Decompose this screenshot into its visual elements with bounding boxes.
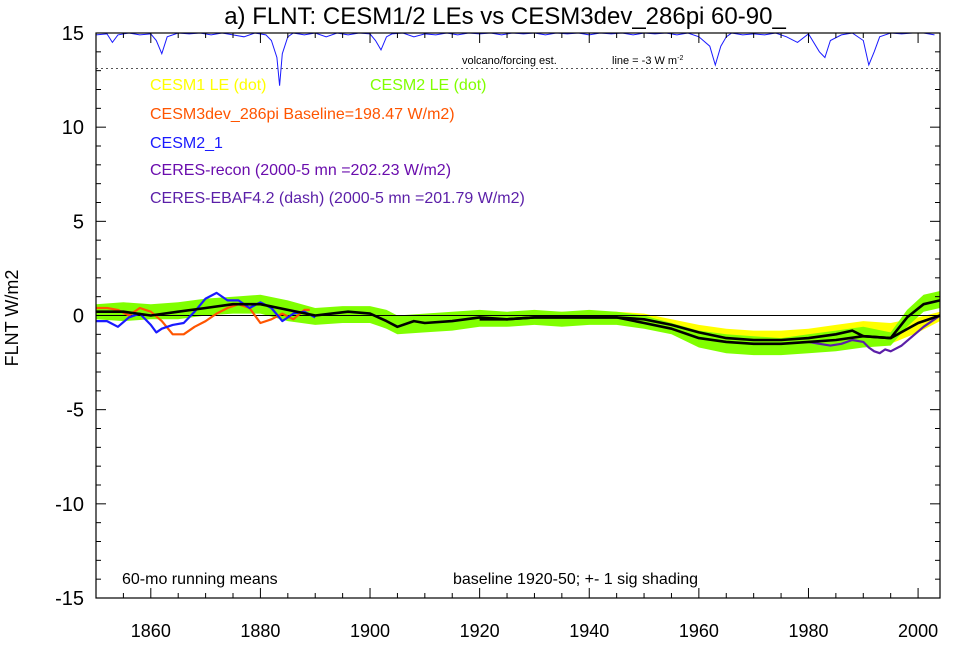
baseline-note: baseline 1920-50; +- 1 sig shading <box>453 571 698 588</box>
axes-layer: 1860 1880 1900 1920 1940 1960 1980 2000 -15 -10 -5… <box>55 23 940 641</box>
chart-title: a) FLNT: CESM1/2 LEs vs CESM3dev_286pi 6… <box>224 3 786 30</box>
series-line-cesm2-1 <box>96 291 316 334</box>
running-means-note: 60-mo running means <box>122 571 278 588</box>
volcano-forcing-line <box>95 32 935 86</box>
y-tick-label: 15 <box>62 23 84 45</box>
y-tick-label: 10 <box>62 117 84 139</box>
bands-layer <box>96 291 940 356</box>
x-tick-label: 1860 <box>131 621 171 641</box>
y-tick-label: 5 <box>73 211 84 233</box>
legend-entry-ceres-recon: CERES-recon (2000-5 mn =202.23 W/m2) <box>150 162 451 179</box>
y-tick-label: -15 <box>55 588 84 610</box>
legend: CESM1 LE (dot) CESM2 LE (dot) CESM3dev_2… <box>150 77 525 207</box>
volcano-line-note-text: line = -3 W m <box>612 55 677 67</box>
legend-entry-cesm3dev: CESM3dev_286pi Baseline=198.47 W/m2) <box>150 106 455 123</box>
legend-entry-cesm2-le: CESM2 LE (dot) <box>370 77 486 94</box>
volcano-line-note: line = -3 W m-2 <box>612 55 683 67</box>
x-tick-label: 1900 <box>350 621 390 641</box>
y-tick-label: -10 <box>55 494 84 516</box>
x-tick-label: 1920 <box>460 621 500 641</box>
x-tick-label: 1940 <box>569 621 609 641</box>
series-line-cesm2-le-mean <box>96 299 941 346</box>
y-axis-label: FLNT W/m2 <box>2 270 22 367</box>
legend-entry-cesm2-1: CESM2_1 <box>150 135 223 152</box>
x-tick-label: 1880 <box>240 621 280 641</box>
volcano-label: volcano/forcing est. <box>462 55 557 67</box>
legend-entry-ceres-ebaf: CERES-EBAF4.2 (dash) (2000-5 mn =201.79 … <box>150 190 525 207</box>
lines-layer <box>96 291 941 355</box>
y-tick-label: -5 <box>66 400 84 422</box>
legend-entry-cesm1-le: CESM1 LE (dot) <box>150 77 266 94</box>
x-tick-label: 1980 <box>788 621 828 641</box>
volcano-line-note-superscript: -2 <box>677 55 683 62</box>
series-line-ceres-recon <box>808 314 941 355</box>
band-cesm2-le-dot <box>96 291 940 356</box>
volcano-layer <box>95 32 940 86</box>
x-tick-label: 1960 <box>679 621 719 641</box>
x-tick-label: 2000 <box>898 621 938 641</box>
y-tick-label: 0 <box>73 306 84 328</box>
